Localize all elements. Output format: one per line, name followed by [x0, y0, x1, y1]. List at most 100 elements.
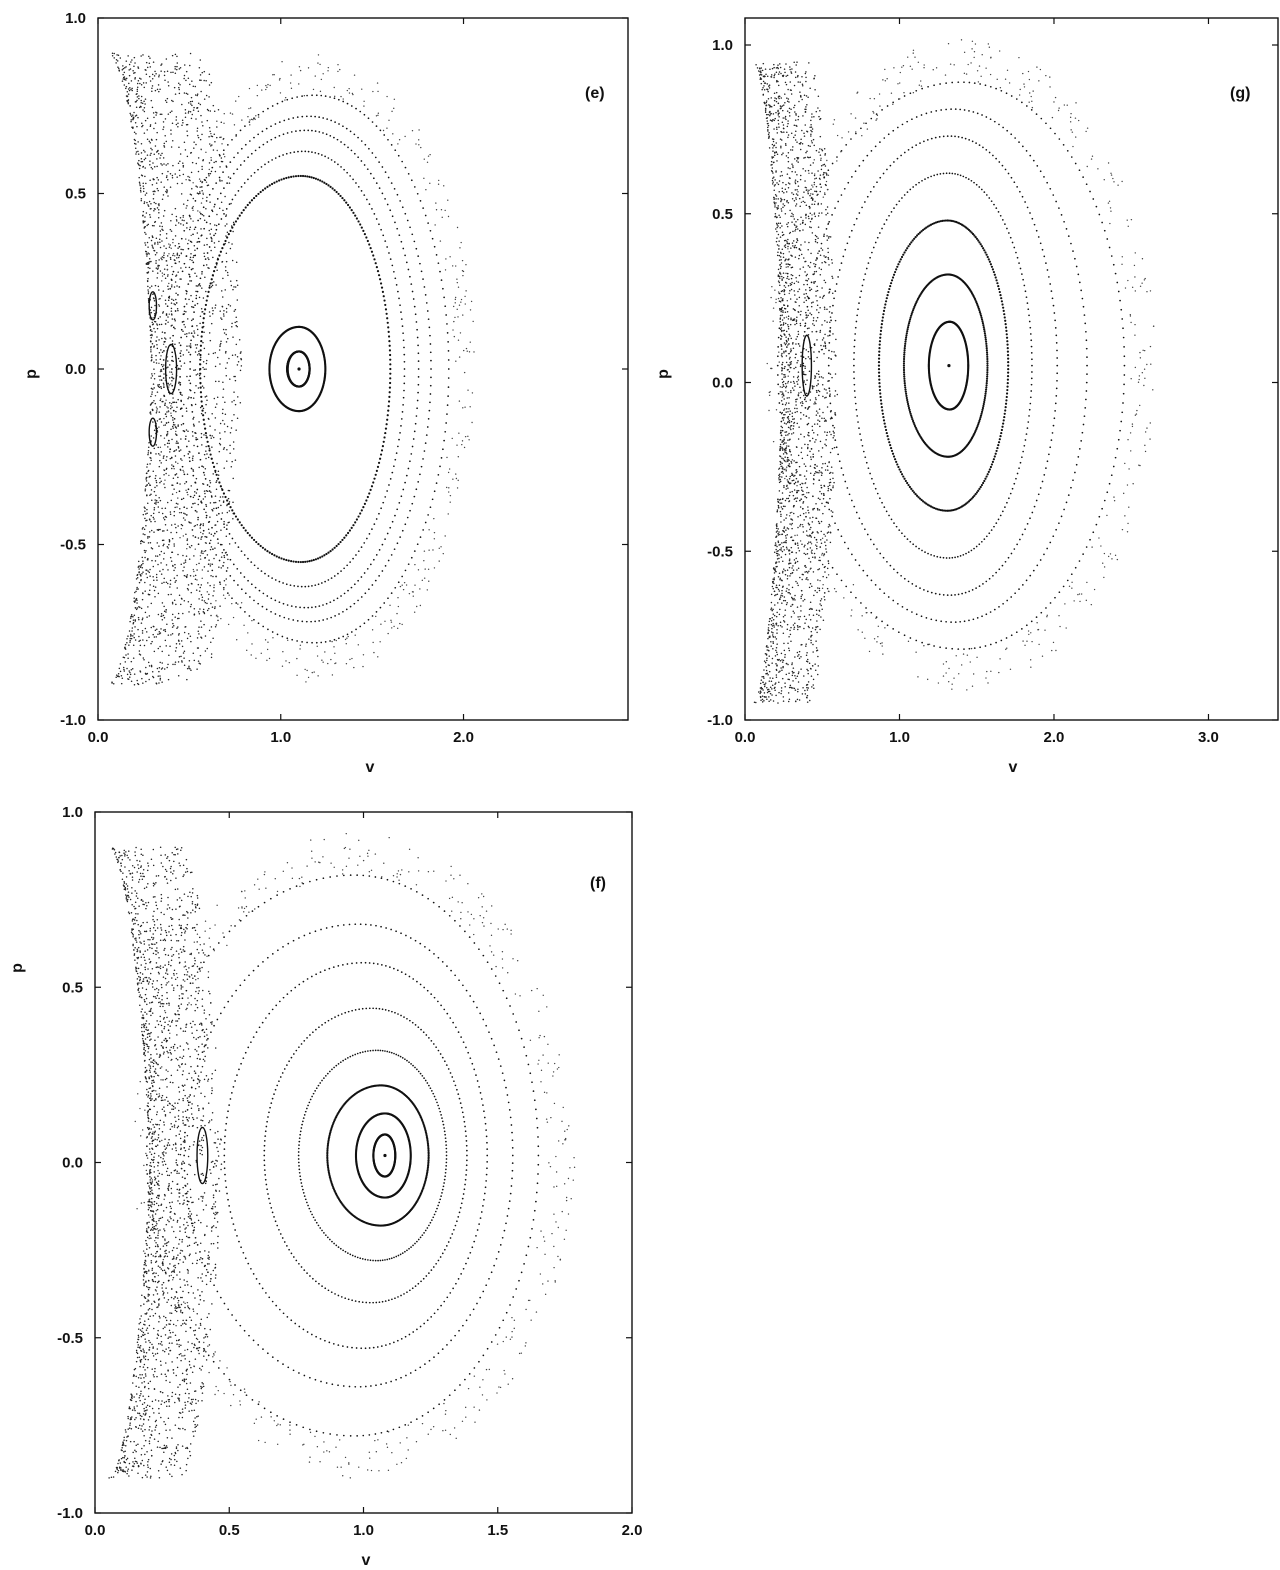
chaotic-point [835, 338, 837, 341]
chaotic-point [149, 404, 152, 406]
torus-point [274, 157, 277, 159]
chaotic-point [820, 186, 822, 188]
chaotic-point [204, 492, 206, 495]
torus-point [390, 144, 393, 146]
chaotic-point [193, 147, 195, 149]
chaotic-point [825, 438, 827, 441]
chaotic-point [187, 584, 190, 586]
torus-point [197, 192, 200, 195]
chaotic-point [169, 586, 171, 588]
torus-point [389, 363, 392, 366]
chaotic-point [160, 368, 162, 371]
torus-point [314, 606, 317, 608]
torus-point [274, 613, 277, 615]
chaotic-point [183, 403, 185, 406]
chaotic-point [143, 528, 146, 531]
chaotic-point [201, 385, 204, 387]
torus-point [224, 239, 227, 243]
torus-point [389, 367, 392, 371]
torus-point [350, 586, 353, 589]
torus-point [199, 349, 202, 352]
halo-point [461, 270, 464, 272]
torus-point [334, 615, 336, 617]
chaotic-point [178, 594, 181, 597]
halo-point [452, 329, 454, 331]
chaotic-point [141, 102, 144, 105]
chaotic-point [206, 490, 209, 493]
chaotic-point [810, 630, 813, 633]
chaotic-point [227, 274, 229, 277]
chaotic-point [775, 111, 777, 114]
chaotic-point [192, 256, 194, 259]
chaotic-point [132, 619, 135, 621]
chaotic-point [780, 521, 782, 523]
torus-point [314, 558, 318, 561]
chaotic-point [175, 442, 178, 444]
halo-point [434, 224, 436, 226]
chaotic-point [176, 220, 178, 222]
torus-point [205, 436, 208, 439]
chaotic-point [211, 412, 213, 415]
chaotic-point [783, 413, 785, 416]
torus-point [311, 585, 313, 587]
torus-point [357, 185, 360, 188]
chaotic-point [830, 258, 833, 261]
torus-point [194, 304, 196, 307]
chaotic-point [169, 513, 172, 516]
chaotic-point [127, 102, 130, 105]
torus-point [307, 606, 310, 609]
chaotic-point [220, 567, 222, 569]
torus-point [278, 556, 281, 559]
chaotic-point [160, 421, 163, 423]
halo-point [299, 644, 302, 647]
chaotic-point [805, 645, 807, 647]
chaotic-point [793, 498, 796, 500]
halo-point [250, 654, 252, 656]
chaotic-point [223, 526, 226, 529]
chaotic-point [137, 588, 139, 590]
chaotic-point [154, 486, 156, 489]
torus-point [278, 615, 281, 617]
chaotic-point [148, 441, 150, 444]
torus-point [367, 618, 370, 621]
torus-point [221, 247, 224, 250]
torus-point [442, 448, 444, 451]
chaotic-point [139, 184, 141, 187]
halo-point [166, 406, 168, 408]
chaotic-point [142, 571, 144, 573]
chaotic-point [121, 677, 124, 680]
chaotic-point [164, 134, 166, 137]
chaotic-point [192, 85, 195, 87]
chaotic-point [136, 86, 139, 89]
halo-point [163, 424, 165, 427]
chaotic-point [202, 407, 205, 410]
torus-point [446, 404, 449, 406]
torus-point [292, 175, 295, 178]
chaotic-point [170, 286, 173, 288]
chaotic-point [804, 544, 806, 547]
chaotic-point [146, 508, 148, 511]
chaotic-point [787, 439, 789, 441]
halo-point [414, 563, 416, 566]
chaotic-point [222, 209, 224, 212]
chaotic-point [211, 508, 213, 511]
chaotic-point [132, 644, 135, 646]
chaotic-point [138, 97, 140, 100]
chaotic-point [159, 399, 161, 402]
torus-point [285, 583, 288, 586]
chaotic-point [174, 461, 177, 463]
torus-point [244, 529, 247, 532]
chaotic-point [813, 474, 815, 477]
chaotic-point [185, 555, 188, 557]
torus-point [329, 640, 331, 642]
torus-point [386, 418, 389, 421]
chaotic-point [147, 263, 150, 265]
chaotic-point [828, 523, 830, 526]
torus-point [329, 96, 331, 98]
halo-point [217, 616, 219, 618]
chaotic-point [164, 299, 167, 301]
chaotic-point [199, 192, 201, 195]
halo-point [316, 655, 319, 657]
chaotic-point [180, 597, 183, 600]
halo-point [163, 437, 166, 439]
